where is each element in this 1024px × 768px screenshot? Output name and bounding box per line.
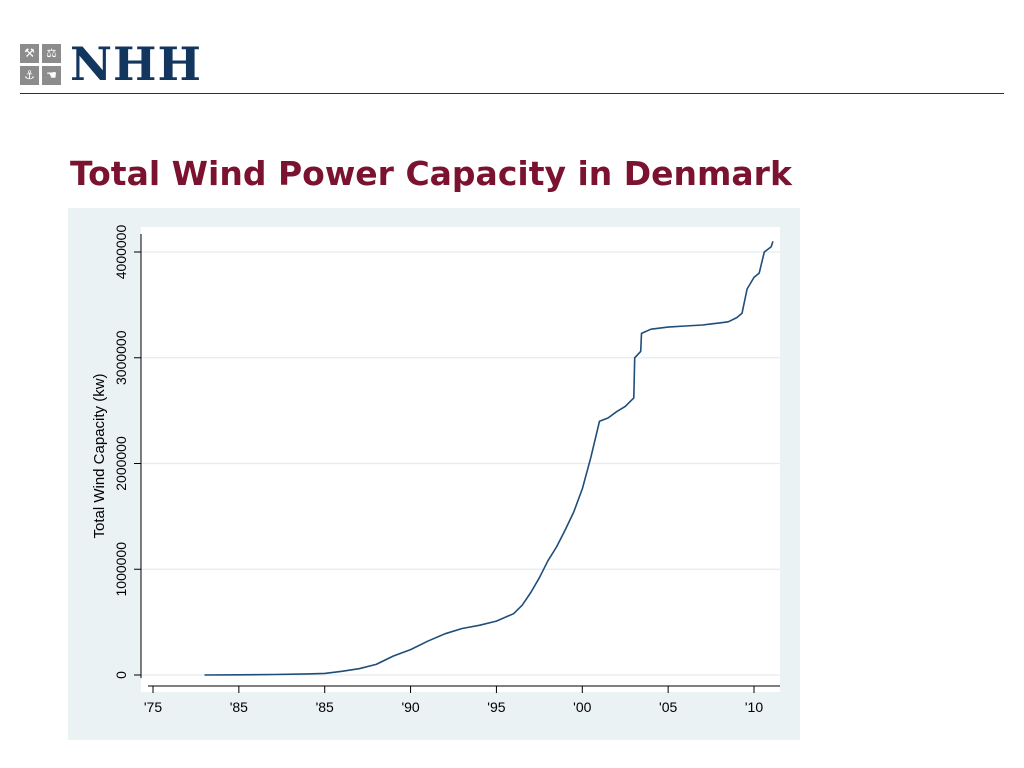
y-tick-label-0: 0: [113, 671, 129, 679]
axes: [140, 234, 780, 687]
y-tick-label-1: 1000000: [113, 542, 129, 597]
x-tick-label-4: '95: [487, 699, 505, 715]
chart-panel: '75 '85 '85 '90 '95 '00 '05 '10 0 1000000 2000000…: [68, 208, 800, 740]
scales-icon: ⚖: [42, 44, 61, 63]
x-tick-label-7: '10: [745, 699, 763, 715]
x-tick-label-3: '90: [401, 699, 419, 715]
y-axis-title: Total Wind Capacity (kw): [91, 373, 108, 538]
series-line-0: [204, 241, 774, 676]
y-axis-ticks: 0 1000000 2000000 3000000 4000000: [113, 225, 141, 679]
x-tick-label-6: '05: [659, 699, 677, 715]
nhh-logo: ⚒ ⚖ ⚓ ☚ NHH: [20, 38, 201, 90]
anchor-icon: ⚓: [20, 66, 39, 85]
slide-title: Total Wind Power Capacity in Denmark: [70, 154, 792, 193]
y-tick-label-2: 2000000: [113, 436, 129, 491]
y-tick-label-3: 3000000: [113, 330, 129, 385]
gridlines: [141, 251, 780, 676]
logo-emblem: ⚒ ⚖ ⚓ ☚: [20, 44, 62, 86]
y-tick-label-4: 4000000: [113, 225, 129, 280]
x-tick-label-2: '85: [316, 699, 334, 715]
series-group: [204, 241, 774, 676]
header-rule: [20, 93, 1004, 94]
x-axis-ticks: '75 '85 '85 '90 '95 '00 '05 '10: [144, 686, 763, 715]
hand-icon: ☚: [42, 66, 61, 85]
logo-text: NHH: [70, 37, 202, 91]
line-chart: '75 '85 '85 '90 '95 '00 '05 '10 0 1000000 2000000…: [91, 225, 780, 715]
crossed-tools-icon: ⚒: [20, 44, 39, 63]
plot-area: [141, 227, 780, 692]
x-tick-label-0: '75: [144, 699, 162, 715]
x-tick-label-1: '85: [230, 699, 248, 715]
x-tick-label-5: '00: [573, 699, 591, 715]
